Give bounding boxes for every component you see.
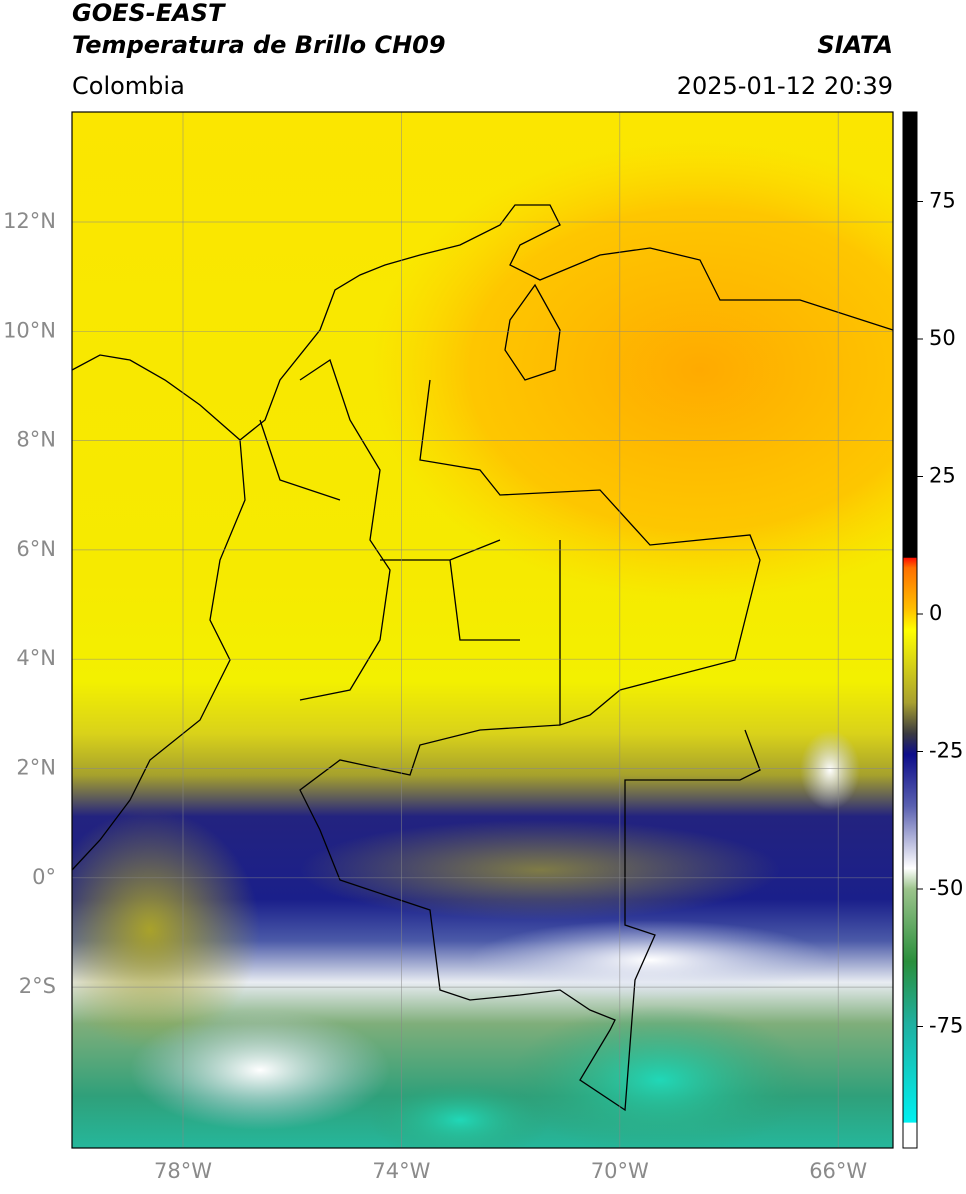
warm-area <box>370 140 893 600</box>
lat-label: 4°N <box>16 646 56 670</box>
lat-label: 8°N <box>16 428 56 452</box>
department-border <box>259 358 520 701</box>
cloud-area <box>72 810 260 1050</box>
lon-label: 78°W <box>154 1159 212 1183</box>
title: GOES-EAST <box>72 0 226 27</box>
datetime: 2025-01-12 20:39 <box>677 72 893 100</box>
colorbar-tick-label: 75 <box>929 189 956 213</box>
lon-label: 66°W <box>809 1159 867 1183</box>
colorbar-tick-label: -50 <box>929 876 963 900</box>
cloud-top <box>130 1010 390 1130</box>
colorbar-tick-label: 25 <box>929 464 956 488</box>
graticule <box>72 112 893 1148</box>
lat-label: 0° <box>32 865 56 889</box>
colorbar <box>902 111 918 1149</box>
cold-core <box>370 1080 550 1148</box>
colorbar-tick-label: 0 <box>929 601 942 625</box>
colorbar-tick-label: -25 <box>929 739 963 763</box>
source: SIATA <box>817 31 893 59</box>
coastline <box>72 204 893 441</box>
lake <box>504 283 561 381</box>
cloud-top <box>800 730 860 810</box>
cold-core <box>510 1005 810 1148</box>
cloud-area <box>300 820 780 920</box>
borders <box>72 204 893 1112</box>
lat-label: 2°N <box>16 756 56 780</box>
lat-label: 12°N <box>3 209 56 233</box>
lat-label: 10°N <box>3 318 56 342</box>
region: Colombia <box>72 72 185 100</box>
lat-label: 6°N <box>16 537 56 561</box>
colorbar-tick-label: 50 <box>929 326 956 350</box>
satellite-image <box>72 112 893 1148</box>
country-border <box>299 379 761 1112</box>
lat-label: 2°S <box>19 974 56 998</box>
lon-label: 70°W <box>591 1159 649 1183</box>
pacific-coast <box>72 439 246 871</box>
colorbar-tick-label: -75 <box>929 1014 963 1038</box>
map-frame <box>71 111 894 1149</box>
subtitle: Temperatura de Brillo CH09 <box>72 31 446 59</box>
cloud-top <box>470 920 830 1000</box>
lon-label: 74°W <box>372 1159 430 1183</box>
